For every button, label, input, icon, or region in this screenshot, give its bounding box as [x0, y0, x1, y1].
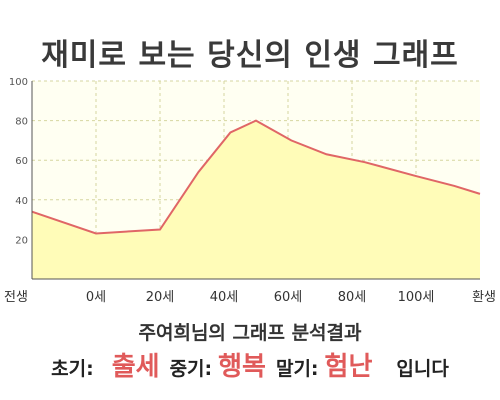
y-tick-label-3: 80 — [15, 117, 28, 128]
y-tick-label-4: 100 — [9, 77, 28, 88]
mid-value: 행복 — [218, 352, 266, 382]
life-area — [32, 120, 480, 279]
y-tick-label-0: 20 — [15, 235, 28, 246]
life-line — [31, 119, 481, 235]
page-title: 재미로 보는 당신의 인생 그래프 — [41, 38, 459, 73]
x-tick-label-4: 60세 — [274, 290, 303, 305]
life-graph-chart: 20 40 60 80 100 전생 0세 20세 40세 60세 80세 100세 환생 — [4, 77, 496, 305]
x-tick-label-6: 100세 — [398, 290, 435, 305]
late-value: 험난 — [324, 352, 373, 382]
y-tick-label-1: 40 — [15, 196, 28, 207]
x-tick-label-1: 0세 — [86, 290, 106, 305]
summary-tail: 입니다 — [396, 358, 449, 380]
x-tick-label-7: 환생 — [472, 290, 496, 305]
x-tick-label-2: 20세 — [146, 290, 175, 305]
mid-label: 중기: — [169, 358, 213, 380]
analysis-summary: 초기: 출세 중기: 행복 말기: 험난 입니다 — [0, 346, 500, 383]
x-tick-label-3: 40세 — [210, 290, 239, 305]
x-tick-label-0: 전생 — [4, 290, 28, 305]
early-value: 출세 — [111, 352, 160, 382]
late-label: 말기: — [275, 358, 319, 380]
early-label: 초기: — [51, 358, 94, 380]
y-tick-label-2: 60 — [15, 156, 28, 167]
x-tick-label-5: 80세 — [338, 290, 367, 305]
analysis-title: 주여희님의 그래프 분석결과 — [138, 322, 362, 344]
